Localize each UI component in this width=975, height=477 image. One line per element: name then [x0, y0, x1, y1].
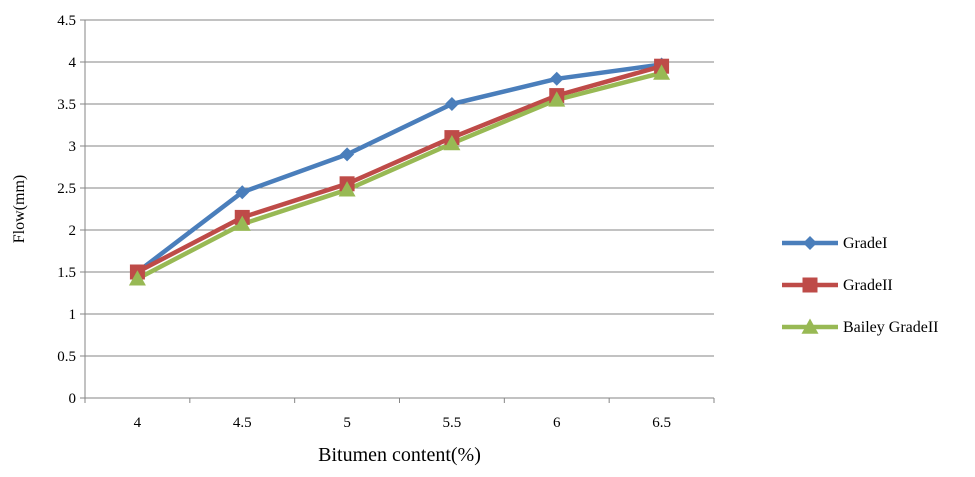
legend-label-0: GradeI — [843, 235, 887, 252]
legend-label-2: Bailey GradeII — [843, 319, 939, 336]
legend-label-1: GradeII — [843, 277, 893, 294]
legend-marker-0 — [803, 236, 817, 250]
y-tick-labels: 0 0.5 1 1.5 2 2.5 3 3.5 4 4.5 — [57, 13, 85, 407]
data-point-2-1 — [233, 215, 251, 231]
series-line-2 — [135, 70, 664, 281]
x-tick-label: 6.5 — [652, 415, 671, 431]
y-tick-label: 3 — [69, 139, 77, 155]
y-tick-label: 1 — [69, 307, 77, 323]
y-tick-label: 4 — [69, 55, 77, 71]
y-axis-title: Flow(mm) — [11, 175, 28, 243]
x-tick-label: 6 — [553, 415, 561, 431]
legend: GradeI GradeII Bailey GradeII — [782, 235, 939, 336]
series-markers — [128, 57, 671, 286]
series-line-0 — [135, 62, 664, 275]
legend-marker-2 — [801, 318, 819, 334]
data-point-2-3 — [443, 134, 461, 151]
x-tick-label: 4 — [134, 415, 142, 431]
x-tick-label: 5 — [343, 415, 351, 431]
x-tick-label: 4.5 — [233, 415, 252, 431]
data-point-0-3 — [444, 97, 459, 111]
x-tick-labels: 4 4.5 5 5.5 6 6.5 — [84, 398, 715, 431]
y-tick-label: 0 — [69, 391, 77, 407]
data-point-0-2 — [340, 147, 355, 162]
y-tick-label: 4.5 — [57, 13, 76, 29]
x-tick-label: 5.5 — [443, 415, 462, 431]
y-tick-label: 2 — [69, 223, 77, 239]
legend-marker-1 — [802, 277, 818, 293]
data-point-2-5 — [653, 64, 671, 80]
y-tick-label: 1.5 — [57, 265, 76, 281]
series-line-1 — [135, 63, 664, 275]
data-point-2-4 — [548, 91, 566, 107]
data-point-2-2 — [338, 181, 356, 197]
y-tick-label: 3.5 — [57, 97, 76, 113]
series-lines — [135, 62, 664, 281]
x-axis-title: Bitumen content(%) — [318, 444, 481, 466]
y-tick-label: 0.5 — [57, 349, 76, 365]
y-tick-label: 2.5 — [57, 181, 76, 197]
data-point-0-1 — [235, 185, 250, 200]
data-point-0-4 — [549, 71, 564, 86]
data-point-2-0 — [128, 270, 146, 286]
